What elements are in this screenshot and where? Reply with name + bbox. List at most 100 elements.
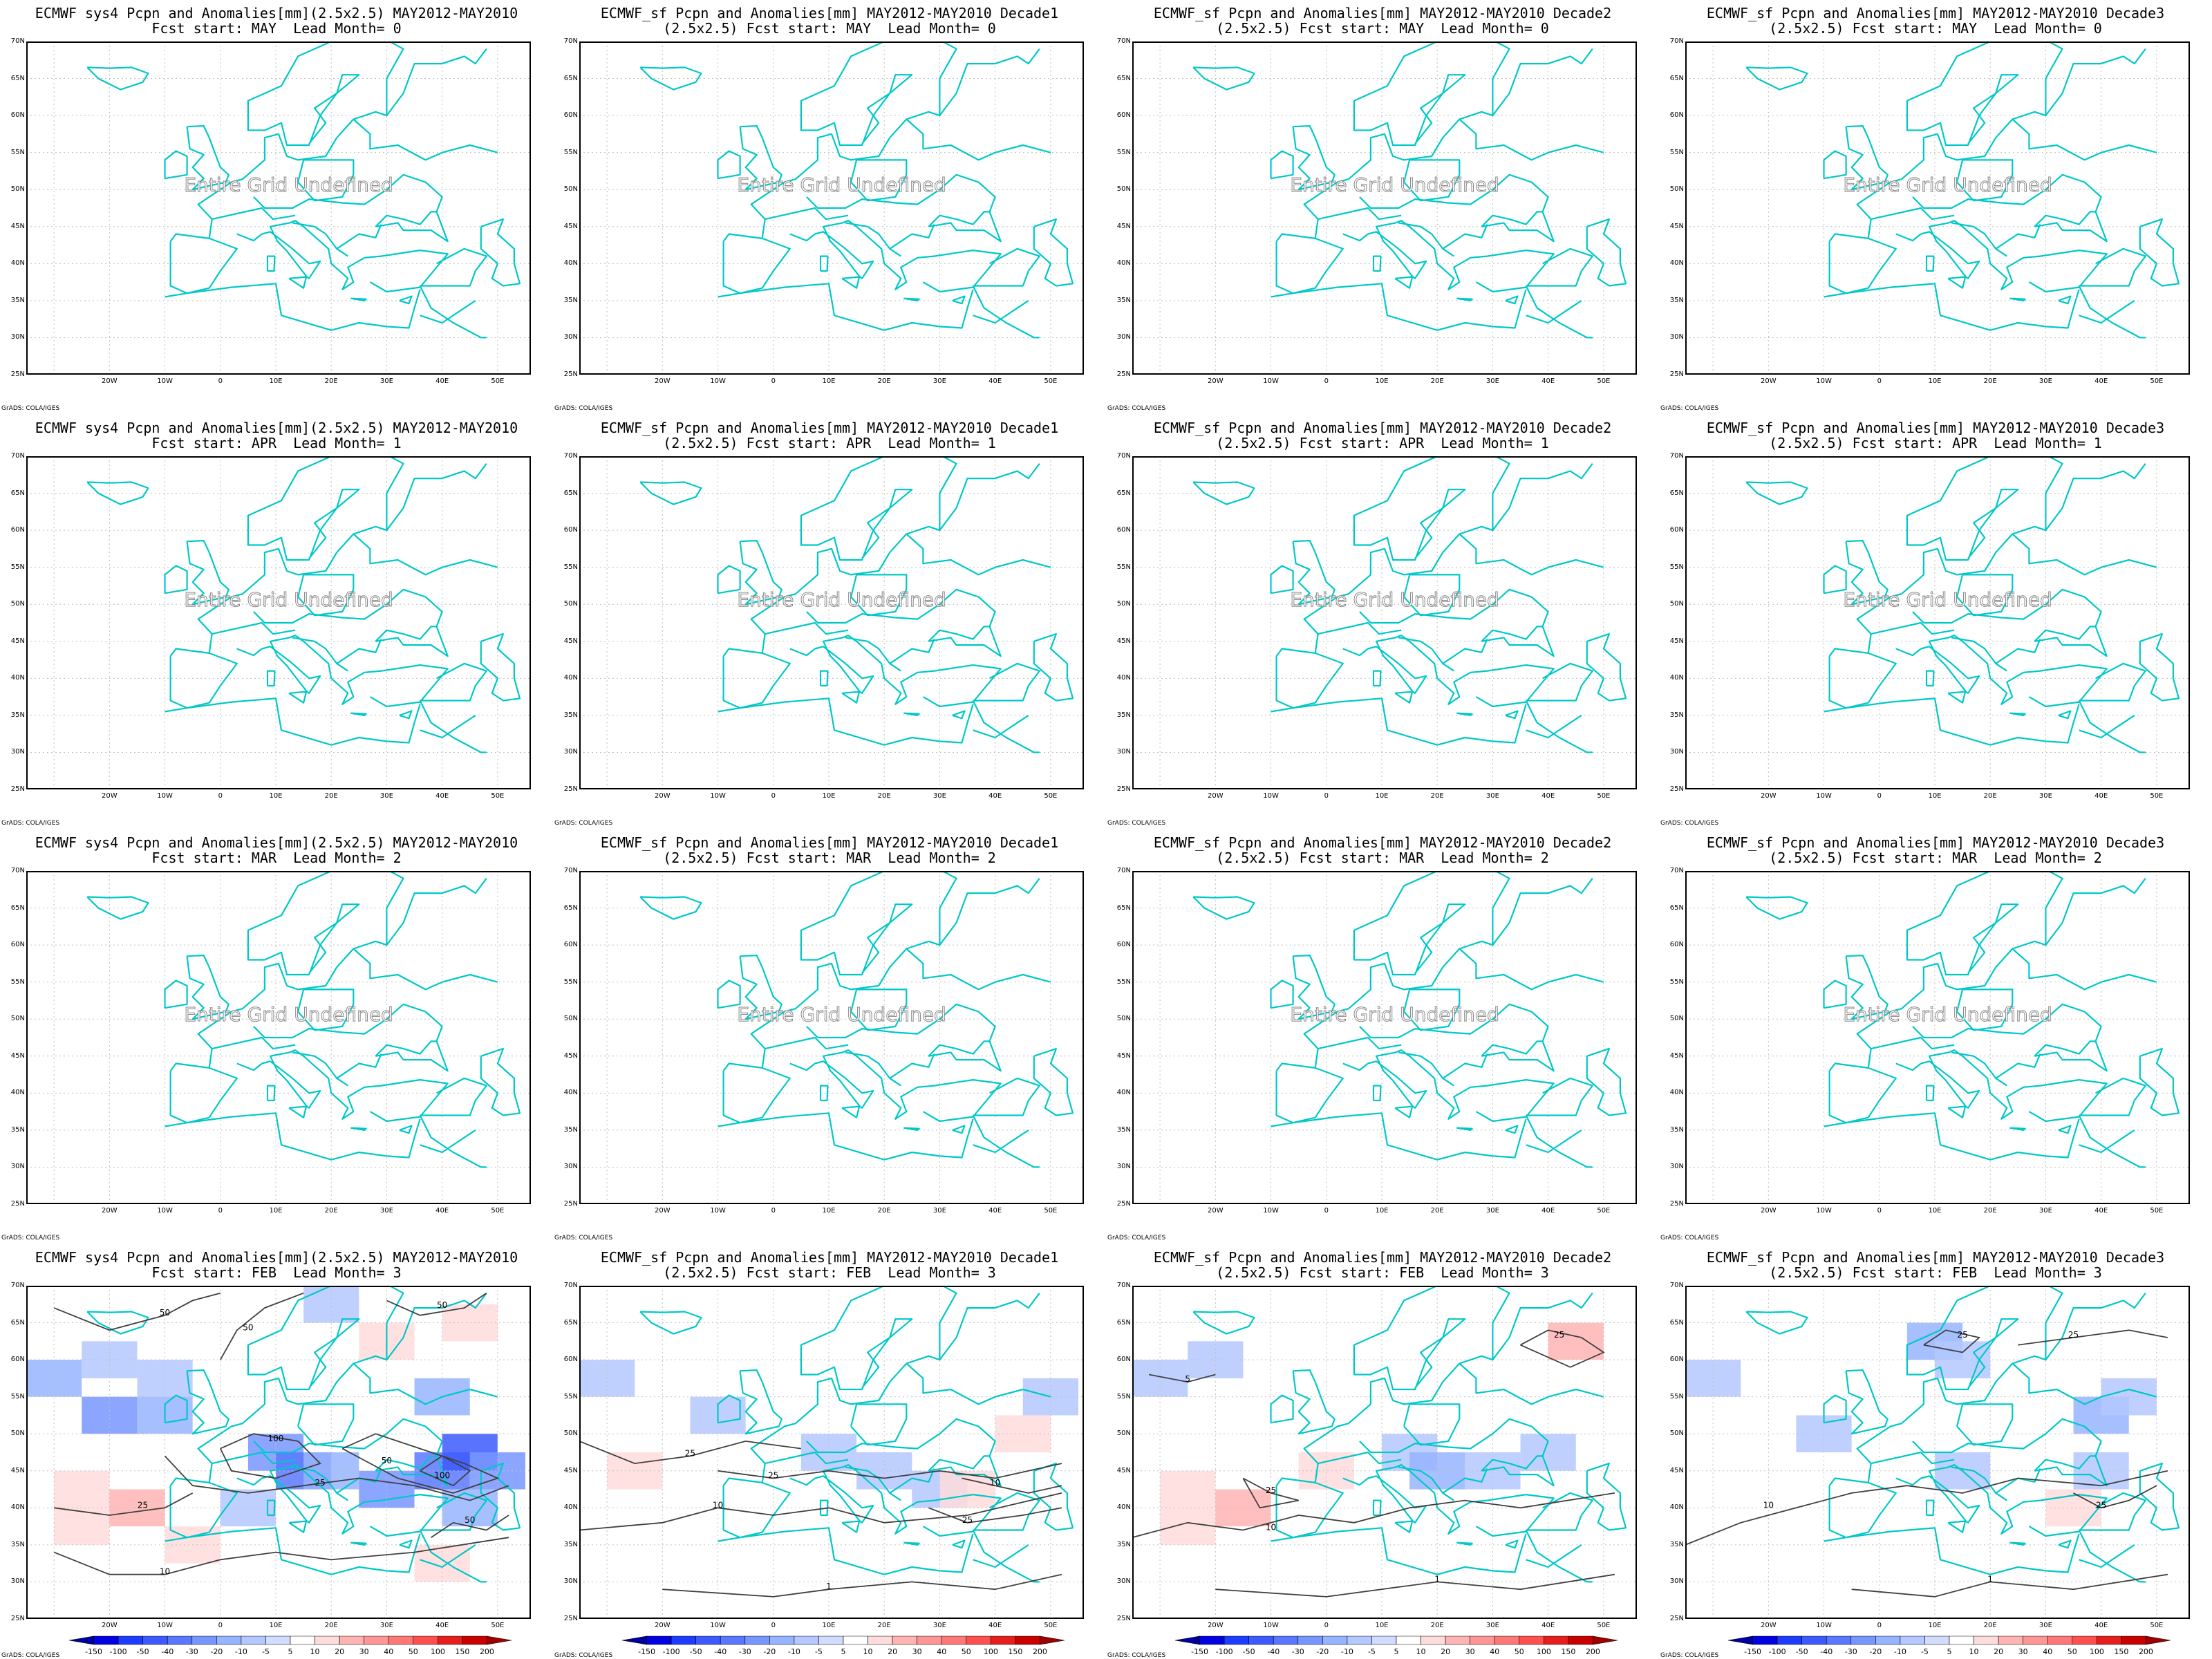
lat-tick-label: 70N: [10, 37, 25, 45]
lon-tick-label: 50E: [491, 377, 505, 385]
lat-tick-label: 50N: [563, 185, 578, 194]
grads-credit: GrADS: COLA/IGES: [1107, 1652, 1166, 1659]
coastline: [973, 1129, 1029, 1154]
coastline: [1394, 691, 1414, 704]
coastline: [336, 1468, 382, 1494]
lat-tick-label: 25N: [10, 785, 25, 793]
coastline: [2058, 710, 2072, 720]
lat-tick-label: 55N: [1116, 563, 1131, 571]
lon-tick-label: 10E: [1928, 792, 1942, 800]
lat-tick-label: 35N: [1669, 711, 1684, 719]
colorbar-label: -20: [210, 1647, 223, 1656]
coastline: [928, 626, 1002, 657]
lon-tick-label: 10E: [822, 1622, 836, 1629]
coastline: [1456, 1127, 1473, 1131]
coastline: [236, 648, 263, 657]
lat-tick-label: 30N: [1669, 333, 1684, 341]
grads-credit: GrADS: COLA/IGES: [1, 405, 60, 412]
lat-tick-label: 50N: [1669, 600, 1684, 608]
coastline: [1586, 1463, 1627, 1531]
lat-tick-label: 70N: [563, 452, 578, 460]
grads-credit: GrADS: COLA/IGES: [1660, 1652, 1719, 1659]
coastline: [1359, 1003, 1549, 1042]
coastline: [169, 233, 238, 294]
coastline: [903, 1127, 920, 1131]
lon-tick-label: 50E: [1044, 1622, 1058, 1629]
lon-tick-label: 10E: [1375, 792, 1389, 800]
colorbar-label: 100: [984, 1647, 998, 1656]
lat-tick-label: 35N: [1116, 296, 1131, 304]
coastline: [765, 1036, 849, 1050]
coastline: [288, 691, 308, 704]
europe-map: Entire Grid Undefined: [26, 871, 531, 1204]
lon-tick-label: 10W: [1263, 792, 1279, 800]
lat-tick-label: 35N: [563, 1540, 578, 1548]
contour-line: [1242, 1477, 1299, 1509]
coastline: [1459, 118, 1604, 161]
anomaly-cell: [303, 1286, 359, 1323]
anomaly-cell: [1465, 1452, 1521, 1490]
lon-tick-label: 20E: [877, 1207, 891, 1215]
lon-tick-label: 0: [771, 1622, 776, 1629]
colorbar-label: -10: [235, 1647, 247, 1656]
map-frame: [1685, 456, 2190, 789]
coastline: [266, 255, 276, 272]
map-panel: ECMWF_sf Pcpn and Anomalies[mm] MAY2012-…: [553, 830, 1106, 1244]
colorbar-swatch: [1371, 1635, 1397, 1645]
anomaly-cell: [2101, 1378, 2157, 1416]
map-panel: ECMWF_sf Pcpn and Anomalies[mm] MAY2012-…: [1659, 0, 2212, 415]
coastline: [261, 1049, 449, 1123]
colorbar-label: -20: [1869, 1647, 1882, 1656]
coastline: [1920, 1049, 2108, 1123]
colorbar-swatch: [818, 1635, 844, 1645]
colorbar-label: 30: [912, 1647, 922, 1656]
colorbar-label: -150: [1191, 1647, 1208, 1656]
coastline: [1956, 574, 2014, 617]
colorbar: -150 -100 -50 -40 -30 -20 -10 -5 5 10 20 30 40 50 100 1…: [1174, 1635, 1618, 1656]
colorbar-swatch: [191, 1635, 217, 1645]
colorbar-label: -150: [85, 1647, 102, 1656]
lat-tick-label: 25N: [1116, 1615, 1131, 1622]
colorbar-swatch: [1174, 1635, 1200, 1645]
lon-tick-label: 40E: [2094, 1622, 2108, 1629]
lon-tick-label: 20E: [1430, 792, 1444, 800]
colorbar-label: -40: [161, 1647, 174, 1656]
lat-tick-label: 25N: [1116, 1200, 1131, 1208]
lon-tick-label: 10E: [1375, 1622, 1389, 1629]
lat-tick-label: 65N: [563, 489, 578, 497]
colorbar-swatch: [1924, 1635, 1950, 1645]
coastline: [375, 626, 449, 657]
coastline: [814, 1049, 1002, 1123]
colorbar-label: -40: [1267, 1647, 1280, 1656]
coastline: [1394, 1105, 1414, 1118]
coastline: [814, 635, 1002, 708]
lon-tick-label: 0: [1324, 1207, 1329, 1215]
colorbar-swatch: [1519, 1635, 1544, 1645]
coastline: [261, 635, 449, 708]
lat-tick-label: 55N: [1669, 977, 1684, 986]
undefined-grid-message: Entire Grid Undefined: [737, 1003, 946, 1026]
lon-tick-label: 30E: [1485, 1622, 1499, 1629]
colorbar-swatch: [388, 1635, 414, 1645]
coastline: [86, 896, 149, 920]
coastline: [1459, 1362, 1604, 1405]
colorbar-label: -100: [663, 1647, 680, 1656]
coastline: [889, 1468, 935, 1494]
lat-tick-label: 55N: [10, 977, 25, 986]
lon-tick-label: 30E: [2038, 377, 2052, 385]
contour-label: 10: [160, 1567, 170, 1577]
lat-tick-label: 55N: [1116, 1392, 1131, 1400]
coastline: [1275, 648, 1344, 709]
lon-tick-label: 50E: [1597, 1622, 1611, 1629]
coastline: [1824, 697, 2080, 746]
panel-title: ECMWF_sf Pcpn and Anomalies[mm] MAY2012-…: [1153, 1249, 1612, 1266]
lat-tick-label: 25N: [1669, 785, 1684, 793]
coastline: [1526, 714, 1582, 739]
anomaly-cell: [1160, 1508, 1216, 1545]
colorbar-swatch: [1875, 1635, 1901, 1645]
colorbar-label: 100: [2090, 1647, 2104, 1656]
lon-tick-label: 50E: [2150, 377, 2164, 385]
coastline: [1456, 1541, 1473, 1546]
colorbar-label: -5: [1921, 1647, 1929, 1656]
lat-tick-label: 45N: [10, 222, 25, 230]
